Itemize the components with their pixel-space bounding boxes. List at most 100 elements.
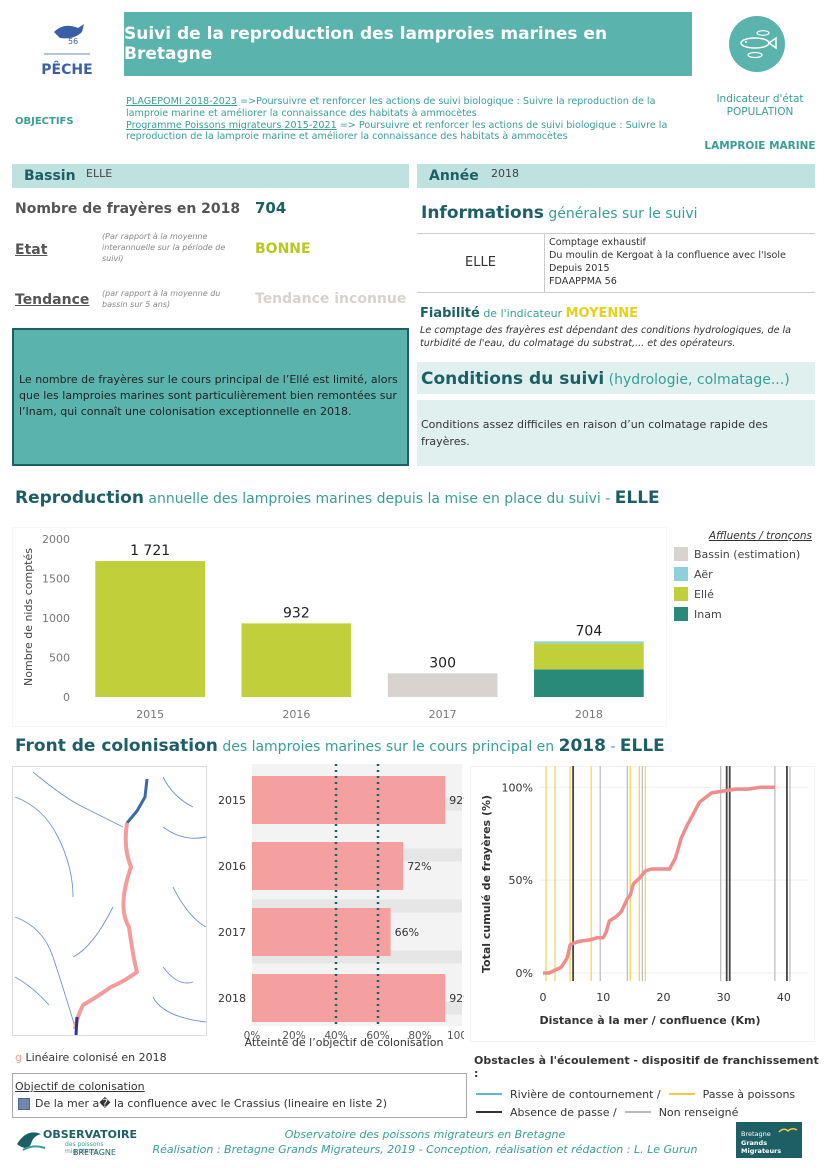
trend-note: (par rapport à la moyenne du bassin sur … <box>102 289 221 309</box>
footer-text: Observatoire des poissons migrateurs en … <box>140 1127 710 1157</box>
legend-swatch <box>674 607 688 621</box>
objective-title: Objectif de colonisation <box>15 1080 145 1093</box>
legend-label: Bassin (estimation) <box>694 547 801 561</box>
conditions-title: Conditions du suivi (hydrologie, colmata… <box>421 369 790 389</box>
objective-box <box>12 1073 467 1118</box>
colonisation-bar-label: 72% <box>407 860 431 873</box>
indicator-line-1: Indicateur d'état <box>716 93 804 105</box>
colonisation-y-tick: 2018 <box>218 992 246 1005</box>
info-divider <box>544 233 545 293</box>
obstacle-item-4: Non renseigné <box>658 1105 739 1119</box>
reproduction-title-sub: annuelle des lamproies marines depuis la… <box>143 491 615 507</box>
colonisation-x-tick: 100% <box>447 1030 464 1042</box>
reliability-title: Fiabilité de l'indicateur MOYENNE <box>420 306 638 321</box>
plagepomi-link[interactable]: PLAGEPOMI 2018-2023 <box>126 96 238 107</box>
colonisation-bar-label: 66% <box>395 926 419 939</box>
colonisation-bar <box>252 908 391 956</box>
legend-item: Inam <box>674 604 814 624</box>
cumulative-y-tick: 50% <box>509 874 533 887</box>
year-bar <box>417 164 815 188</box>
reliability-main: Fiabilité <box>420 306 480 321</box>
legend-item: Ellé <box>674 584 814 604</box>
colonisation-bar <box>252 776 446 824</box>
legend-swatch <box>674 587 688 601</box>
reproduction-bar-chart: Nombre de nids comptés 0500100015002000 … <box>12 527 667 727</box>
bar-x-tick: 2018 <box>575 708 603 721</box>
info-detail-operator: FDAAPPMA 56 <box>549 276 617 287</box>
colonisation-bar-chart: 92% 2015 72% 2016 66% 2017 92% 2018 0% 20% 40% 60%… <box>218 764 464 1049</box>
legend-label: Ellé <box>694 587 714 601</box>
colonisation-x-tick: 80% <box>408 1030 431 1042</box>
wave-logo-icon <box>17 1132 46 1151</box>
info-title-sub: générales sur le suivi <box>543 206 698 222</box>
cumulative-y-tick: 100% <box>502 781 533 794</box>
reproduction-title: Reproduction annuelle des lamproies mari… <box>15 488 660 508</box>
map-legend-text: Linéaire colonisé en 2018 <box>25 1051 167 1064</box>
conditions-title-sub: (hydrologie, colmatage...) <box>604 372 790 388</box>
conditions-text: Conditions assez difficiles en raison d’… <box>421 418 768 448</box>
bar-total-label: 932 <box>283 605 310 621</box>
logo-sub-text-1: des poissons migrateurs <box>65 1141 104 1155</box>
legend-label: Aër <box>694 567 713 581</box>
bar-segment <box>534 643 644 670</box>
colonisation-x-tick: 60% <box>366 1030 389 1042</box>
bar-segment <box>534 641 644 644</box>
bar-segment <box>95 561 205 697</box>
reproduction-title-river: ELLE <box>614 488 660 508</box>
map-legend-glyph: g <box>15 1051 22 1064</box>
bar-segment <box>387 673 498 697</box>
basin-value: ELLE <box>86 167 113 180</box>
cumulative-x-tick: 20 <box>656 991 670 1004</box>
colonisation-y-tick: 2016 <box>218 860 246 873</box>
absence-swatch <box>476 1111 502 1113</box>
colonisation-x-tick: 20% <box>282 1030 305 1042</box>
cumulative-line-chart: 0% 50% 100% 0 10 20 30 40 Total cumulé de frayè… <box>470 766 815 1042</box>
bar-x-tick: 2015 <box>136 708 164 721</box>
footer-line-2: Réalisation : Bretagne Grands Migrateurs… <box>152 1143 698 1156</box>
state-label: Etat <box>15 242 48 258</box>
obstacles-title: Obstacles à l'écoulement - dispositif de… <box>474 1054 819 1080</box>
logo-main-text: OBSERVATOIRE <box>43 1128 137 1141</box>
reliability-sub: de l'indicateur <box>479 307 566 320</box>
count-value: 704 <box>255 199 287 217</box>
obstacle-item-2: Passe à poissons <box>702 1087 796 1101</box>
trend-label: Tendance <box>15 292 90 308</box>
legend-item: Aër <box>674 564 814 584</box>
info-detail-scope: Du moulin de Kergoat à la confluence ave… <box>549 250 786 261</box>
fish-icon <box>729 16 785 72</box>
bar-x-tick: 2017 <box>429 708 457 721</box>
objectives-text: PLAGEPOMI 2018-2023 =>Poursuivre et renf… <box>126 96 686 143</box>
reliability-value: MOYENNE <box>565 306 639 321</box>
obstacle-item-1: Rivière de contournement / <box>510 1087 661 1101</box>
indicator-type: Indicateur d'état POPULATION <box>700 93 820 119</box>
legend-title: Affluents / tronçons <box>708 530 812 542</box>
bar-chart-ylabel: Nombre de nids comptés <box>22 548 35 686</box>
reliability-note: Le comptage des frayères est dépendant d… <box>420 325 792 349</box>
cumulative-ylabel: Total cumulé de frayères (%) <box>480 795 493 973</box>
bar-chart-legend: Affluents / tronçons Bassin (estimation)… <box>674 530 814 624</box>
colonisation-xlabel: Atteinte de l’objectif de colonisation <box>245 1036 444 1049</box>
info-title: Informations générales sur le suivi <box>421 203 698 223</box>
legend-swatch <box>674 567 688 581</box>
conditions-title-bar <box>417 362 815 394</box>
colonisation-y-tick: 2015 <box>218 794 246 807</box>
logo-text: PÊCHE <box>41 62 93 78</box>
colonisation-title-main: Front de colonisation <box>15 736 218 756</box>
bar-total-label: 1 721 <box>130 543 170 559</box>
colonisation-bar-label: 92% <box>449 992 464 1005</box>
fish-logo-icon: 56 <box>44 24 90 55</box>
colonisation-title-sep: - <box>605 739 620 755</box>
bar-total-label: 704 <box>576 623 603 639</box>
obstacle-item-3: Absence de passe / <box>510 1105 617 1119</box>
page-title: Suivi de la reproduction des lamproies m… <box>124 12 692 76</box>
programme-link[interactable]: Programme Poissons migrateurs 2015-2021 <box>126 119 337 131</box>
bar-y-tick: 2000 <box>42 533 70 546</box>
conditions-title-main: Conditions du suivi <box>421 369 605 389</box>
bgm-logo-line-2: Grands Migrateurs <box>741 1139 782 1155</box>
year-value: 2018 <box>491 167 519 180</box>
riviere-swatch <box>476 1093 502 1095</box>
info-details: Comptage exhaustif Du moulin de Kergoat … <box>549 236 786 288</box>
colonisation-bar <box>252 974 446 1022</box>
nr-swatch <box>624 1111 651 1113</box>
bar-y-tick: 0 <box>63 691 70 704</box>
